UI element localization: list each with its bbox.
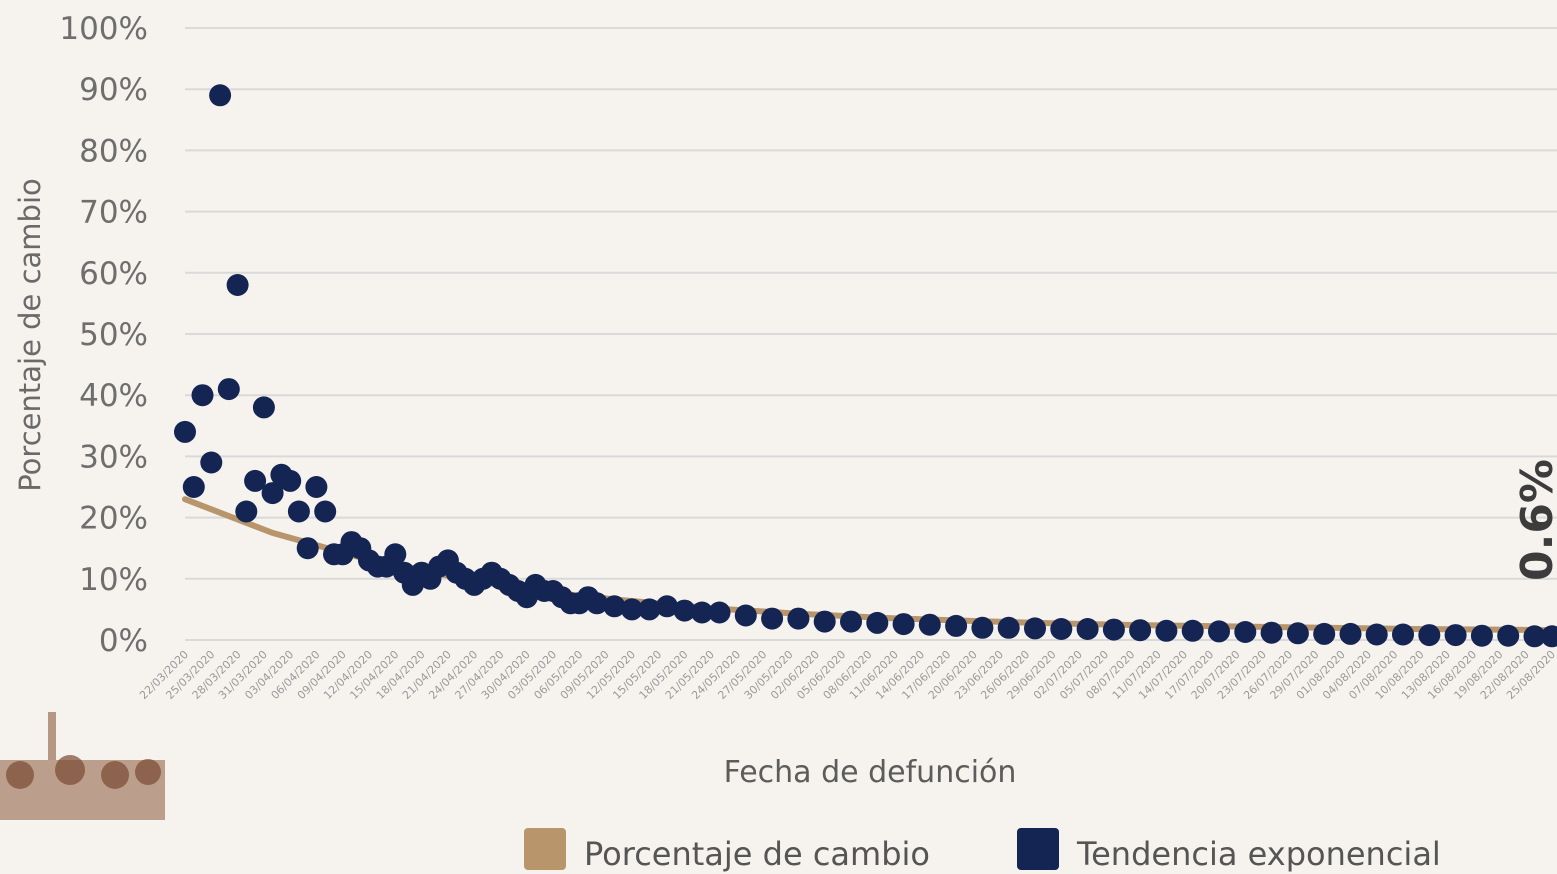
y-axis-label: Porcentaje de cambio [13, 178, 47, 492]
data-point [1392, 623, 1414, 646]
data-point [314, 500, 337, 523]
data-point [734, 604, 757, 627]
data-point [656, 595, 678, 618]
y-tick-label: 30% [79, 439, 148, 475]
legend-swatch-porcentaje [524, 828, 566, 870]
data-point [305, 476, 328, 498]
data-point [691, 601, 713, 624]
data-point [945, 614, 968, 637]
data-point [1497, 624, 1520, 647]
data-point [1418, 624, 1441, 647]
data-point [296, 537, 319, 560]
y-tick-label: 40% [79, 378, 148, 414]
data-point [892, 613, 915, 636]
data-point [1076, 618, 1099, 640]
data-point [1286, 622, 1309, 645]
y-tick-label: 70% [79, 195, 148, 231]
y-tick-label: 60% [79, 256, 148, 292]
data-point [182, 476, 205, 498]
data-point [252, 396, 275, 419]
data-point [191, 384, 214, 407]
data-point [603, 595, 626, 618]
legend-label-tendencia: Tendencia exponencial [1076, 835, 1441, 873]
y-tick-label: 100% [59, 11, 148, 47]
y-tick-label: 0% [99, 623, 148, 659]
data-point [261, 482, 284, 505]
legend-label-porcentaje: Porcentaje de cambio [584, 835, 930, 873]
data-point [761, 607, 784, 630]
data-point [1470, 624, 1493, 647]
data-point [708, 601, 731, 624]
data-point [287, 500, 310, 523]
data-point [1234, 621, 1257, 643]
data-point [813, 610, 836, 633]
data-point [673, 599, 696, 622]
data-point [384, 543, 407, 566]
data-point [1024, 617, 1046, 640]
data-point [1181, 619, 1204, 642]
data-point [638, 598, 661, 621]
data-point [235, 500, 258, 523]
data-point [244, 469, 267, 492]
data-point [1444, 624, 1467, 647]
x-axis-label: Fecha de defunción [724, 755, 1017, 790]
data-point [585, 592, 608, 615]
end-value-annotation: 0.6% [1512, 459, 1557, 581]
data-point [840, 610, 862, 633]
data-point [918, 613, 941, 636]
legend: Porcentaje de cambio Tendencia exponenci… [524, 828, 1441, 873]
y-tick-label: 20% [79, 501, 148, 537]
data-point [217, 378, 240, 401]
data-point [997, 616, 1020, 639]
data-point [1365, 623, 1388, 646]
data-point [620, 598, 643, 621]
data-point [1541, 625, 1557, 648]
data-point [971, 616, 994, 639]
emblem-logo [0, 712, 165, 820]
legend-swatch-tendencia [1017, 828, 1059, 870]
data-point [226, 274, 249, 296]
data-point [1129, 619, 1152, 642]
data-point [1155, 619, 1178, 642]
data-point [200, 451, 223, 474]
data-point [174, 420, 196, 443]
data-point [1260, 621, 1283, 644]
y-tick-label: 80% [79, 133, 148, 169]
data-point [279, 469, 302, 492]
data-point [787, 607, 810, 630]
data-point [1050, 618, 1073, 640]
y-tick-label: 90% [79, 72, 148, 108]
y-tick-label: 10% [79, 562, 148, 598]
data-point [1102, 618, 1125, 641]
data-point [209, 84, 232, 107]
data-point [1313, 622, 1336, 645]
data-point [1208, 620, 1230, 643]
data-point [866, 611, 889, 634]
data-point [1339, 622, 1362, 645]
y-tick-label: 50% [79, 317, 148, 353]
data-point [1523, 625, 1546, 648]
